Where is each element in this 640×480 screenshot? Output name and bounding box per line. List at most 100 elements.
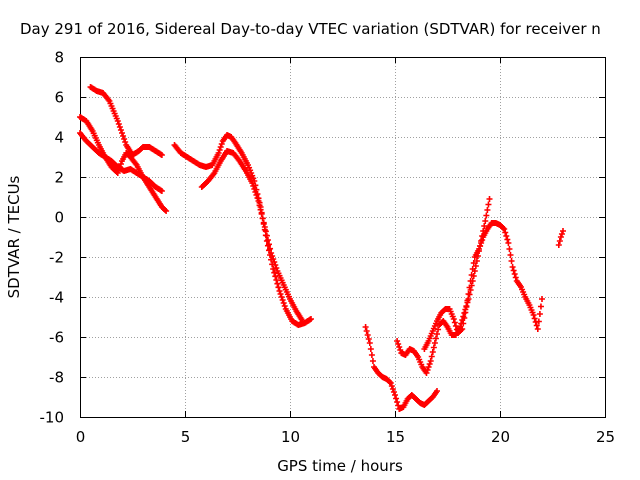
data-point [363, 328, 370, 334]
data-point [365, 336, 372, 342]
data-point [510, 267, 517, 274]
data-point [486, 196, 493, 202]
x-tick-label: 15 [386, 428, 405, 446]
data-point [505, 240, 512, 246]
data-point [434, 388, 440, 394]
data-point [426, 361, 433, 367]
data-point [249, 180, 256, 186]
data-point [120, 133, 127, 139]
data-point [366, 340, 373, 346]
data-point [539, 296, 545, 302]
data-point [560, 228, 566, 234]
data-point [477, 243, 484, 249]
data-point [260, 219, 267, 226]
series-arc-6 [362, 324, 440, 412]
data-point [388, 383, 395, 389]
data-point [218, 141, 225, 147]
data-point [367, 346, 374, 352]
data-point [462, 309, 469, 316]
data-point [468, 272, 475, 278]
data-point [504, 236, 511, 243]
series-arc-3 [87, 84, 165, 158]
data-point [114, 118, 121, 124]
data-point [435, 326, 442, 333]
data-point [280, 300, 287, 306]
data-point [115, 167, 122, 173]
data-point [254, 195, 261, 201]
data-point [158, 188, 165, 194]
data-point [484, 207, 491, 213]
data-point [507, 252, 514, 258]
data-point [425, 364, 432, 370]
y-tick-label: 0 [54, 209, 64, 227]
data-point [252, 189, 259, 195]
data-point [115, 121, 122, 127]
data-point [531, 315, 538, 322]
grid [80, 57, 605, 417]
data-point [459, 326, 466, 332]
data-point [555, 242, 562, 248]
data-point [117, 161, 124, 167]
data-point [501, 226, 508, 232]
series-arc-5 [198, 148, 306, 324]
data-point [163, 208, 170, 214]
data-point [469, 266, 476, 272]
data-point [251, 186, 258, 192]
data-point [432, 335, 439, 342]
data-point [158, 152, 165, 158]
x-tick-label: 25 [596, 428, 615, 446]
data-point [394, 338, 401, 344]
data-point [253, 192, 260, 198]
data-point [216, 147, 223, 153]
data-point [281, 303, 288, 309]
data-point [117, 127, 124, 133]
data-point [460, 320, 467, 327]
data-point [121, 136, 128, 142]
data-point [506, 246, 513, 252]
data-point [509, 264, 516, 270]
data-point [428, 353, 435, 360]
data-point [273, 277, 280, 283]
x-tick-label: 0 [76, 428, 86, 446]
series-arc-7 [394, 196, 493, 376]
x-tick-label: 20 [491, 428, 510, 446]
data-point [431, 340, 438, 346]
data-point [395, 341, 402, 347]
data-point [557, 234, 564, 240]
data-point [533, 322, 540, 329]
data-point [537, 303, 544, 310]
data-point [362, 324, 369, 330]
data-point [463, 304, 470, 310]
data-point [259, 215, 266, 222]
chart-title: Day 291 of 2016, Sidereal Day-to-day VTE… [20, 20, 601, 38]
data-point [466, 284, 473, 291]
data-point [558, 231, 565, 237]
data-point [387, 380, 394, 386]
data-point [389, 386, 396, 392]
data-point [512, 274, 519, 281]
series-arc-1 [77, 130, 165, 194]
data-point [119, 130, 125, 136]
y-tick-label: -8 [49, 369, 64, 387]
data-point [279, 297, 286, 303]
data-point [256, 202, 263, 209]
data-point [272, 262, 279, 268]
data-point [482, 218, 489, 224]
data-point [215, 150, 222, 156]
y-tick-label: 2 [54, 169, 64, 187]
data-point [479, 237, 486, 243]
series-arc-9 [555, 228, 566, 248]
data-point [257, 206, 264, 213]
data-point [556, 238, 563, 244]
data-point [434, 331, 440, 337]
series-arc-8 [421, 220, 545, 352]
data-point [369, 358, 376, 364]
data-point [423, 370, 430, 376]
data-point [392, 392, 398, 398]
y-tick-label: -2 [49, 249, 64, 267]
data-point [536, 311, 543, 317]
data-point [503, 233, 510, 239]
data-point [535, 318, 542, 325]
y-tick-label: 6 [54, 89, 64, 107]
